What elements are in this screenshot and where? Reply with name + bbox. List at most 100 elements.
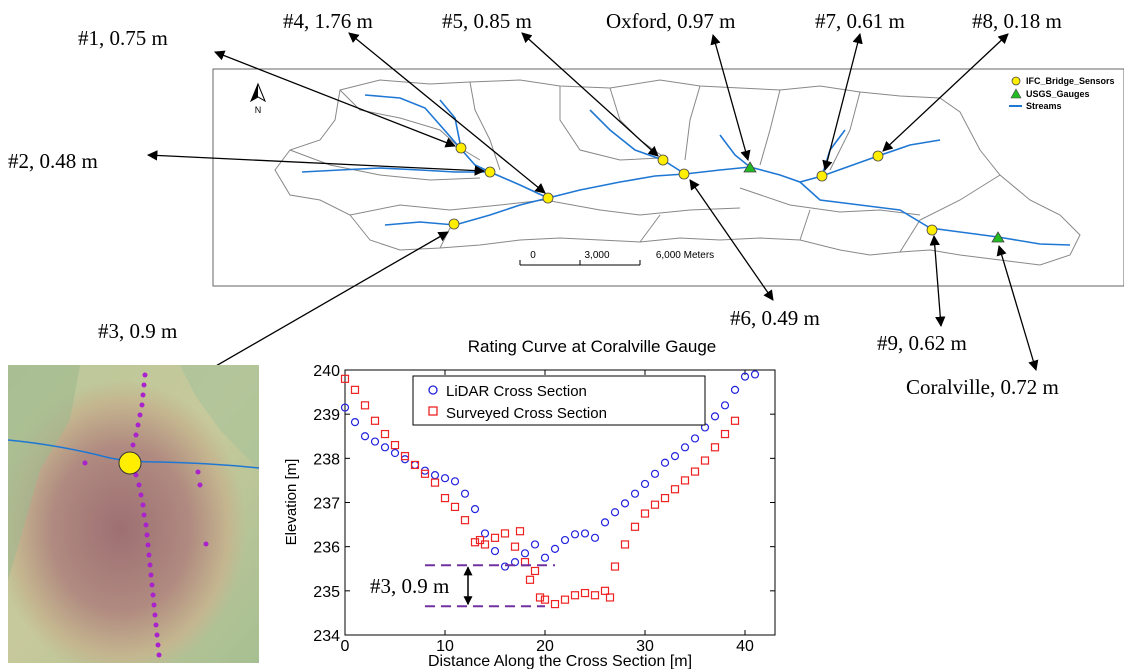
lidar-point [730, 385, 740, 394]
x-axis-label: Distance Along the Cross Section [m] [428, 653, 692, 669]
surveyed-point [460, 516, 470, 525]
legend-sensor-icon [1011, 76, 1021, 86]
callout-s8: #8, 0.18 m [972, 9, 1062, 33]
chart-marks [340, 370, 760, 609]
surveyed-point [490, 533, 500, 542]
surveyed-point [560, 595, 570, 604]
surveyed-point [640, 509, 650, 518]
scale-tick-2: 6,000 Meters [656, 250, 714, 261]
y-axis: 234 235 236 237 238 239 240 [313, 363, 775, 645]
gauge-oxford [743, 161, 757, 173]
y-axis-label: Elevation [m] [283, 459, 300, 546]
surveyed-point [680, 476, 690, 485]
surveyed-point [570, 591, 580, 600]
annotation-label: #3, 0.9 m [370, 574, 449, 598]
surveyed-point [610, 562, 620, 571]
callout-coralville: Coralville, 0.72 m [906, 375, 1059, 399]
surveyed-point [475, 535, 485, 545]
lidar-point [640, 479, 650, 489]
callouts: #1, 0.75 m #2, 0.48 m #3, 0.9 m #4, 1.76… [8, 9, 1062, 399]
surveyed-point [660, 493, 670, 503]
lidar-point [380, 443, 390, 452]
lidar-point [440, 474, 450, 483]
surveyed-point [370, 416, 380, 425]
callout-s5: #5, 0.85 m [442, 9, 532, 33]
surveyed-point [340, 374, 350, 383]
sensor-6 [678, 168, 690, 180]
arrow-s9 [929, 234, 946, 328]
y-tick-label: 237 [313, 496, 340, 513]
surveyed-point [590, 591, 600, 600]
surveyed-point [515, 527, 525, 536]
surveyed-point [350, 385, 360, 394]
lidar-point [530, 540, 540, 549]
lidar-point [720, 401, 730, 410]
x-tick-label: 30 [636, 638, 654, 655]
watershed-map: N IFC_Bridge_Sensors USGS_Gauges Streams… [212, 68, 1124, 287]
lidar-point [680, 443, 690, 452]
legend-sensor-label: IFC_Bridge_Sensors [1026, 76, 1115, 86]
surveyed-point [605, 593, 615, 602]
lidar-point [450, 477, 460, 486]
lidar-point [340, 403, 350, 412]
y-tick-label: 238 [313, 451, 340, 468]
surveyed-point [530, 566, 540, 576]
legend-surveyed-label: Surveyed Cross Section [446, 405, 607, 422]
lidar-point [370, 437, 380, 446]
sensor-9 [926, 224, 938, 236]
chart-title: Rating Curve at Coralville Gauge [468, 337, 717, 356]
surveyed-point [600, 586, 610, 595]
scale-bar: 0 3,000 6,000 Meters [519, 250, 714, 266]
surveyed-point [535, 593, 545, 602]
arrow-s7 [822, 32, 863, 172]
lidar-point [710, 412, 720, 421]
lidar-inset [8, 365, 259, 663]
arrow-s4 [348, 32, 546, 194]
surveyed-point [730, 416, 740, 425]
surveyed-point [430, 478, 440, 487]
surveyed-point [440, 493, 450, 503]
lidar-point [650, 469, 660, 478]
lidar-point [590, 533, 600, 542]
series-surveyed [340, 374, 740, 609]
legend-stream-label: Streams [1026, 101, 1062, 111]
callout-s7: #7, 0.61 m [815, 9, 905, 33]
arrow-s6 [689, 179, 774, 301]
surveyed-point [690, 467, 700, 476]
sensor-2 [484, 166, 496, 178]
lidar-point [670, 452, 680, 461]
lidar-point [690, 434, 700, 443]
depth-annotation: #3, 0.9 m [370, 564, 555, 608]
callout-s6: #6, 0.49 m [730, 306, 820, 330]
sensor-8 [872, 150, 884, 162]
lidar-point [500, 562, 510, 571]
scale-tick-0: 0 [530, 250, 536, 261]
lidar-point [550, 544, 560, 553]
gauge-coralville [991, 231, 1005, 243]
arrow-s3 [182, 231, 449, 386]
surveyed-point [620, 540, 630, 549]
surveyed-point [540, 595, 550, 604]
lidar-point [740, 372, 750, 381]
north-label: N [255, 105, 262, 115]
surveyed-point [480, 540, 490, 549]
lidar-point [480, 529, 490, 538]
y-tick-label: 235 [313, 584, 340, 601]
surveyed-point [630, 522, 640, 531]
lidar-point [490, 546, 500, 556]
surveyed-point [420, 469, 430, 478]
lidar-point [750, 370, 760, 379]
surveyed-point [400, 452, 410, 461]
surveyed-point [525, 575, 535, 584]
callout-oxford: Oxford, 0.97 m [606, 9, 736, 33]
y-tick-label: 240 [313, 363, 340, 380]
lidar-point [540, 553, 550, 562]
x-tick-label: 0 [341, 638, 350, 655]
surveyed-point [670, 485, 680, 494]
x-axis: 0 10 20 30 40 [341, 370, 754, 655]
legend-gauge-label: USGS_Gauges [1026, 89, 1090, 99]
x-tick-label: 40 [736, 638, 754, 655]
surveyed-point [410, 460, 420, 470]
lidar-point [580, 529, 590, 538]
